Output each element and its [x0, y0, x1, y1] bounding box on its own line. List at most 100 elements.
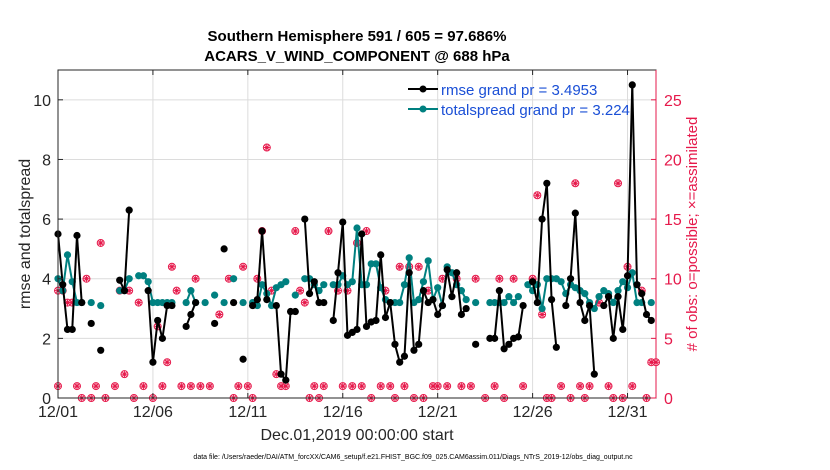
obs-possible-circle [471, 274, 480, 283]
obs-assimilated-mark [510, 275, 517, 282]
rmse-point [438, 301, 447, 310]
spread-point [510, 298, 518, 307]
obs-assimilated-mark [140, 383, 147, 390]
x-tick-label: 12/06 [133, 404, 173, 421]
spread-point [557, 278, 565, 286]
spread-point [500, 298, 508, 307]
rmse-segment [57, 233, 64, 285]
obs-assimilated-mark [173, 287, 180, 294]
obs-assimilated-mark [415, 263, 422, 270]
obs-count-marker [163, 358, 172, 367]
obs-assimilated-mark [126, 287, 133, 294]
obs-count-marker [191, 274, 200, 283]
rmse-point [562, 301, 570, 310]
rmse-segment [256, 230, 264, 300]
rmse-point [168, 301, 176, 310]
obs-possible-circle [120, 370, 129, 379]
obs-count-marker [338, 382, 347, 391]
obs-assimilated-mark [387, 383, 394, 390]
rmse-point [642, 310, 651, 319]
obs-assimilated-mark [605, 383, 612, 390]
obs-possible-circle [205, 382, 214, 391]
rmse-point [116, 276, 124, 284]
obs-assimilated-mark [178, 383, 185, 390]
obs-assimilated-mark [439, 275, 446, 282]
y-tick-label: 8 [42, 152, 51, 169]
rmse-point [372, 316, 380, 325]
rmse-point [623, 272, 632, 280]
obs-assimilated-mark [225, 275, 232, 282]
rmse-point [158, 334, 167, 342]
rmse-segment [631, 84, 639, 285]
obs-possible-circle [296, 286, 305, 295]
obs-assimilated-mark [135, 299, 142, 306]
obs-assimilated-mark [401, 383, 408, 390]
rmse-segment [417, 290, 425, 345]
rmse-segment [536, 219, 544, 303]
spread-point [230, 275, 238, 283]
spread-point [372, 260, 380, 268]
legend-rmse-marker [419, 85, 427, 93]
obs-assimilated-mark [629, 383, 636, 390]
obs-count-marker [205, 382, 214, 391]
rmse-point [500, 345, 508, 353]
rmse-segment [545, 183, 553, 300]
rmse-point [585, 301, 594, 310]
obs-count-marker [296, 286, 305, 295]
obs-possible-circle [291, 227, 300, 236]
rmse-segment [337, 221, 344, 273]
obs-assimilated-mark [111, 383, 118, 390]
rmse-segment [161, 305, 169, 339]
obs-possible-circle [163, 358, 172, 367]
rmse-point [415, 340, 423, 348]
rmse-point [381, 313, 390, 322]
y2-tick-label: 0 [664, 391, 673, 408]
obs-possible-circle [196, 382, 205, 391]
obs-possible-circle [310, 382, 319, 391]
obs-count-marker [234, 382, 243, 391]
rmse-point [576, 298, 584, 307]
obs-count-marker [509, 274, 518, 283]
rmse-point [628, 81, 636, 89]
obs-assimilated-mark [586, 383, 593, 390]
obs-count-marker [239, 262, 248, 271]
obs-assimilated-mark [320, 383, 327, 390]
obs-count-marker [395, 262, 404, 271]
obs-assimilated-mark [520, 383, 527, 390]
obs-count-marker [519, 382, 528, 391]
obs-possible-circle [172, 286, 181, 295]
obs-count-marker [177, 382, 186, 391]
rmse-segment [261, 230, 268, 300]
rmse-point [258, 227, 266, 235]
rmse-segment [612, 296, 620, 339]
obs-count-marker [172, 286, 181, 295]
rmse-point [120, 287, 129, 295]
rmse-segment [356, 233, 363, 330]
rmse-point [619, 325, 627, 334]
obs-assimilated-mark [187, 383, 194, 390]
spread-point [505, 293, 513, 301]
rmse-segment [617, 296, 624, 330]
obs-assimilated-mark [335, 287, 342, 294]
obs-assimilated-mark [244, 383, 251, 390]
rmse-point [59, 281, 67, 289]
spread-point [514, 293, 522, 301]
obs-count-marker [495, 274, 504, 283]
spread-point [320, 281, 328, 289]
rmse-series [54, 81, 655, 384]
rmse-point [457, 310, 466, 319]
spread-point [415, 296, 423, 304]
obs-count-marker [604, 382, 613, 391]
spread-point [581, 290, 589, 298]
y2-axis-label: # of obs: o=possible; ×=assimilated [684, 117, 701, 352]
obs-assimilated-mark [206, 383, 213, 390]
obs-assimilated-mark [429, 383, 436, 390]
rmse-point [581, 316, 589, 325]
obs-assimilated-mark [472, 275, 479, 282]
rmse-segment [284, 311, 292, 381]
spread-point [462, 296, 470, 304]
obs-assimilated-mark [496, 275, 503, 282]
rmse-point [604, 293, 613, 301]
spread-segment [631, 272, 639, 303]
rmse-segment [332, 272, 340, 321]
